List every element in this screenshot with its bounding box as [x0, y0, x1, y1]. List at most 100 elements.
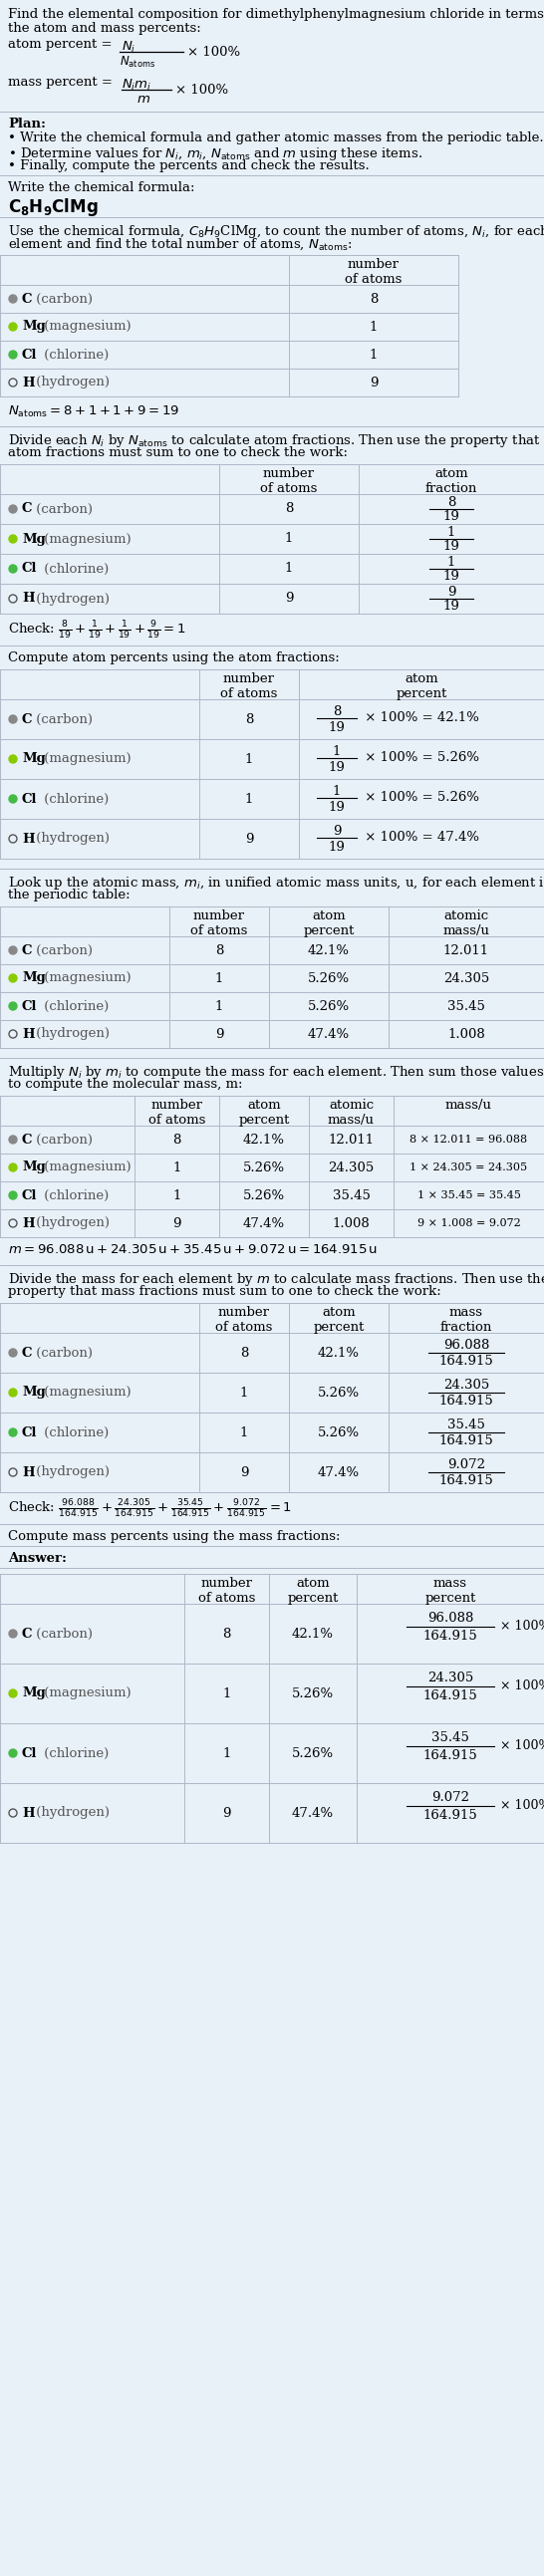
Text: Mg: Mg: [22, 1687, 46, 1700]
Circle shape: [9, 1430, 17, 1437]
Text: (carbon): (carbon): [32, 714, 92, 726]
Text: 35.45: 35.45: [447, 1419, 485, 1432]
Text: number
of atoms: number of atoms: [198, 1577, 255, 1605]
Text: number
of atoms: number of atoms: [345, 258, 402, 286]
Text: 47.4%: 47.4%: [243, 1216, 285, 1229]
Text: 24.305: 24.305: [443, 1378, 489, 1391]
Text: (magnesium): (magnesium): [40, 971, 131, 984]
Text: (chlorine): (chlorine): [40, 1190, 109, 1203]
Text: (magnesium): (magnesium): [40, 1162, 131, 1175]
Text: atom
percent: atom percent: [396, 672, 447, 701]
Text: 8: 8: [215, 943, 224, 956]
Text: $m$: $m$: [137, 93, 151, 106]
Text: 1: 1: [447, 526, 455, 538]
Text: Answer:: Answer:: [8, 1551, 67, 1566]
Text: 19: 19: [329, 721, 345, 734]
Circle shape: [9, 536, 17, 544]
Text: $\mathbf{C_8H_9}$$\mathbf{ClMg}$: $\mathbf{C_8H_9}$$\mathbf{ClMg}$: [8, 196, 98, 219]
Text: property that mass fractions must sum to one to check the work:: property that mass fractions must sum to…: [8, 1285, 441, 1298]
Text: atom
fraction: atom fraction: [425, 466, 478, 495]
Text: × 100% = 21.50%: × 100% = 21.50%: [496, 1739, 544, 1752]
Circle shape: [9, 1631, 17, 1638]
Text: (carbon): (carbon): [32, 1133, 92, 1146]
Text: 1: 1: [215, 971, 224, 984]
Text: • Write the chemical formula and gather atomic masses from the periodic table.: • Write the chemical formula and gather …: [8, 131, 543, 144]
Text: number
of atoms: number of atoms: [215, 1306, 273, 1334]
Text: H: H: [22, 592, 34, 605]
Circle shape: [9, 350, 17, 358]
Text: H: H: [22, 1028, 34, 1041]
Text: 96.088: 96.088: [443, 1340, 490, 1352]
Text: C: C: [22, 502, 33, 515]
Text: 19: 19: [443, 569, 460, 582]
Text: Cl: Cl: [22, 348, 38, 361]
Text: mass
percent: mass percent: [425, 1577, 476, 1605]
Text: 47.4%: 47.4%: [292, 1806, 334, 1819]
Text: 12.011: 12.011: [328, 1133, 374, 1146]
Circle shape: [9, 1690, 17, 1698]
Text: 5.26%: 5.26%: [318, 1386, 360, 1399]
Circle shape: [9, 945, 17, 953]
Text: 42.1%: 42.1%: [292, 1628, 334, 1641]
Text: 19: 19: [329, 842, 345, 855]
Text: 8: 8: [285, 502, 293, 515]
Text: 8: 8: [332, 706, 341, 719]
Text: Multiply $N_i$ by $m_i$ to compute the mass for each element. Then sum those val: Multiply $N_i$ by $m_i$ to compute the m…: [8, 1064, 544, 1082]
Text: Mg: Mg: [22, 1386, 46, 1399]
Text: (chlorine): (chlorine): [40, 348, 109, 361]
Text: H: H: [22, 376, 34, 389]
Text: × 100% = 5.26%: × 100% = 5.26%: [361, 791, 479, 804]
Text: (magnesium): (magnesium): [40, 319, 131, 332]
Text: Mg: Mg: [22, 752, 46, 765]
Text: 164.915: 164.915: [439, 1435, 493, 1448]
Circle shape: [9, 564, 17, 572]
Circle shape: [9, 796, 17, 804]
Text: number
of atoms: number of atoms: [220, 672, 277, 701]
Text: 1: 1: [172, 1162, 181, 1175]
Circle shape: [9, 716, 17, 724]
Text: C: C: [22, 1133, 33, 1146]
Text: (hydrogen): (hydrogen): [32, 1028, 109, 1041]
Text: atom
percent: atom percent: [303, 909, 354, 938]
Circle shape: [9, 322, 17, 330]
Text: 1: 1: [215, 999, 224, 1012]
Text: Divide the mass for each element by $m$ to calculate mass fractions. Then use th: Divide the mass for each element by $m$ …: [8, 1270, 544, 1288]
Text: Check: $\frac{96.088}{164.915} + \frac{24.305}{164.915} + \frac{35.45}{164.915} : Check: $\frac{96.088}{164.915} + \frac{2…: [8, 1499, 292, 1520]
Text: Cl: Cl: [22, 1427, 38, 1440]
Text: (chlorine): (chlorine): [40, 1427, 109, 1440]
Text: 164.915: 164.915: [423, 1808, 478, 1821]
Text: 164.915: 164.915: [423, 1631, 478, 1643]
Text: $N_i$: $N_i$: [121, 39, 136, 54]
Text: $m = 96.088\,\mathrm{u} + 24.305\,\mathrm{u} + 35.45\,\mathrm{u} + 9.072\,\mathr: $m = 96.088\,\mathrm{u} + 24.305\,\mathr…: [8, 1244, 378, 1257]
Text: 1: 1: [332, 744, 341, 757]
Text: 5.26%: 5.26%: [308, 971, 350, 984]
Text: 8 × 12.011 = 96.088: 8 × 12.011 = 96.088: [410, 1133, 528, 1144]
Text: H: H: [22, 1466, 34, 1479]
Text: 12.011: 12.011: [443, 943, 489, 956]
Text: 24.305: 24.305: [427, 1672, 473, 1685]
Text: (chlorine): (chlorine): [40, 999, 109, 1012]
Text: × 100% = 58.27%: × 100% = 58.27%: [496, 1620, 544, 1633]
Text: (hydrogen): (hydrogen): [32, 1806, 109, 1819]
Text: 1: 1: [172, 1190, 181, 1203]
Text: 1: 1: [222, 1747, 231, 1759]
Text: 1: 1: [245, 793, 254, 806]
Text: 1: 1: [245, 752, 254, 765]
Text: × 100%: × 100%: [175, 82, 228, 98]
Text: C: C: [22, 714, 33, 726]
Text: 35.45: 35.45: [431, 1731, 469, 1744]
Text: 1: 1: [285, 562, 293, 574]
Text: Mg: Mg: [22, 971, 46, 984]
Text: (carbon): (carbon): [32, 1347, 92, 1360]
Text: atom percent =: atom percent =: [8, 39, 116, 52]
Text: 47.4%: 47.4%: [308, 1028, 350, 1041]
Text: 8: 8: [240, 1347, 248, 1360]
Text: 9: 9: [332, 824, 341, 837]
Text: 1.008: 1.008: [332, 1216, 370, 1229]
Circle shape: [9, 1749, 17, 1757]
Text: 9: 9: [240, 1466, 249, 1479]
Text: the periodic table:: the periodic table:: [8, 889, 130, 902]
Text: × 100% = 5.501%: × 100% = 5.501%: [496, 1801, 544, 1814]
Text: Mg: Mg: [22, 319, 46, 332]
Text: mass
fraction: mass fraction: [440, 1306, 492, 1334]
